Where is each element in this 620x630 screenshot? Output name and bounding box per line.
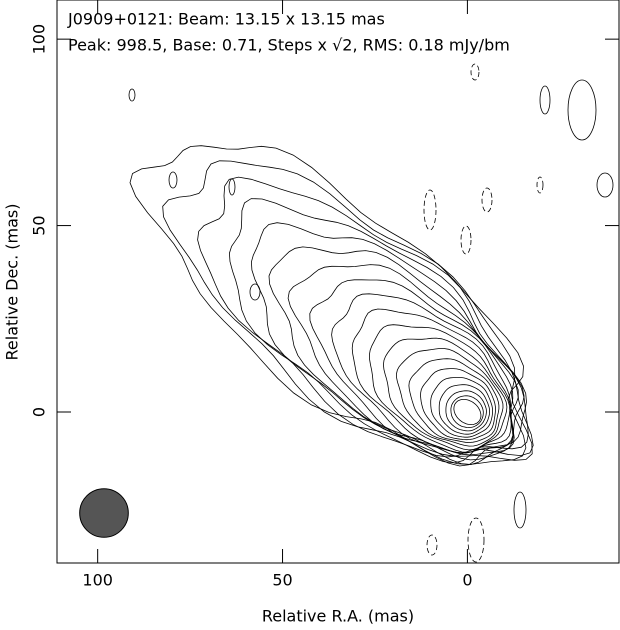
contour-map — [79, 63, 614, 563]
negative-contour — [423, 189, 437, 231]
x-tick-label: 50 — [272, 571, 292, 590]
contour — [453, 399, 482, 425]
contour — [197, 176, 534, 458]
contour — [438, 384, 491, 435]
contour — [430, 377, 494, 438]
y-tick-label: 0 — [30, 407, 49, 417]
contour — [513, 491, 527, 529]
contour — [228, 178, 236, 196]
contour — [268, 246, 525, 465]
contour — [351, 308, 512, 454]
x-tick-label: 100 — [82, 571, 113, 590]
negative-contour — [481, 187, 493, 213]
chart-title: J0909+0121: Beam: 13.15 x 13.15 mas — [67, 10, 385, 29]
negative-contour — [460, 225, 472, 255]
y-tick-label: 50 — [30, 215, 49, 235]
contour — [162, 160, 533, 461]
contour — [128, 88, 136, 102]
contour — [596, 172, 614, 198]
plot-frame — [56, 0, 620, 564]
contour — [168, 171, 178, 189]
negative-contour — [426, 534, 438, 556]
negative-contour — [467, 517, 485, 563]
contour — [450, 395, 484, 428]
y-tick-label: 100 — [30, 24, 49, 55]
beam — [79, 488, 129, 538]
contour — [249, 283, 261, 301]
y-axis-label: Relative Dec. (mas) — [3, 204, 22, 361]
contour — [420, 368, 496, 441]
x-axis-label: Relative R.A. (mas) — [262, 607, 414, 626]
contour — [228, 198, 529, 464]
x-tick-label: 0 — [462, 571, 472, 590]
negative-contour — [536, 176, 544, 194]
contour — [567, 79, 597, 141]
contour — [368, 324, 511, 453]
contour — [309, 279, 515, 456]
contour — [539, 85, 551, 115]
contour — [408, 358, 500, 443]
negative-contour — [470, 63, 480, 81]
contour — [331, 293, 514, 454]
contour — [445, 390, 487, 432]
contour — [382, 337, 508, 451]
contour — [129, 145, 527, 465]
chart-subtitle: Peak: 998.5, Base: 0.71, Steps x √2, RMS… — [68, 36, 510, 55]
contour — [396, 348, 504, 447]
